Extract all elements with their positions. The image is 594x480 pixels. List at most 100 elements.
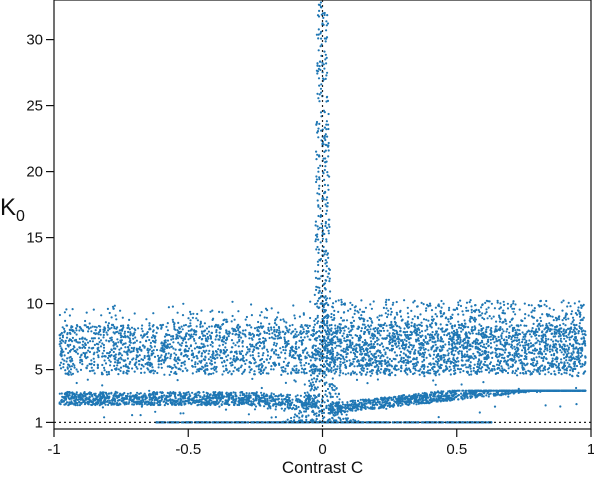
data-point [395,300,398,304]
data-point [307,330,310,333]
data-point [160,366,163,369]
data-point [230,350,233,353]
data-point [358,308,362,311]
data-point [133,346,136,349]
data-point [442,302,445,305]
data-point [290,332,293,335]
data-point [474,304,477,307]
data-point [428,302,432,305]
data-point [385,298,388,301]
data-point [96,366,99,370]
data-point [417,337,420,340]
data-point [96,351,99,354]
data-point [456,330,459,333]
data-point [553,370,556,373]
data-point [268,322,271,325]
data-point [361,310,364,313]
data-point [447,318,450,321]
data-point [135,358,138,361]
data-point [337,310,340,313]
data-point [504,369,508,373]
data-point [523,368,526,371]
data-point [362,359,365,363]
data-point [219,336,222,339]
data-point [134,336,137,339]
data-point [294,328,297,331]
data-point [169,355,172,358]
data-point [523,351,526,354]
data-point [511,307,514,310]
data-point [251,350,254,353]
data-point [457,323,460,326]
data-point [507,336,510,339]
data-point [460,350,463,353]
data-point [168,365,171,368]
data-point [380,364,383,368]
data-point [437,304,440,307]
data-point [126,352,129,356]
data-point [99,325,102,328]
data-point [148,338,151,342]
data-point [501,356,504,359]
data-point [257,325,260,329]
data-point [120,347,123,350]
data-point [63,359,66,362]
data-point [352,347,355,350]
data-point [225,339,228,342]
data-point [404,346,407,349]
data-point [354,355,357,358]
data-point [497,335,500,339]
data-point [439,312,442,315]
data-point [93,337,96,340]
data-point [81,360,84,363]
data-point [449,373,452,376]
data-point [68,364,71,367]
data-point [86,356,89,359]
data-point [59,337,62,340]
data-point [339,371,342,374]
data-point [382,329,386,332]
data-point [434,340,437,343]
data-point [216,353,219,356]
data-point [524,349,527,352]
data-point [387,309,390,312]
data-point [545,326,548,329]
data-point [170,367,174,370]
data-point [513,356,516,359]
data-point [283,336,286,339]
data-point [287,362,290,365]
data-point [374,356,377,359]
data-point [574,335,578,339]
data-point [482,343,486,346]
data-point [92,369,95,372]
data-point [123,332,126,335]
data-point [334,361,337,364]
data-point [260,362,263,365]
data-point [528,351,531,354]
data-point [539,316,542,319]
data-point [543,303,546,306]
data-point [334,341,337,344]
data-point [194,330,197,333]
data-point [412,365,415,368]
data-point [141,336,144,339]
data-point [278,326,281,330]
data-point [76,352,79,355]
data-point [232,355,236,358]
data-point [112,307,115,310]
data-point [521,349,524,352]
data-point [434,349,437,352]
data-point [523,317,527,320]
data-point [250,368,253,371]
data-point [536,325,539,328]
data-point [560,327,563,330]
data-point [109,364,112,367]
data-point [550,323,553,327]
data-point [559,349,562,352]
data-point [277,353,280,357]
data-point [382,306,385,309]
data-point [192,312,195,315]
data-point [469,332,472,335]
data-point [256,347,259,350]
data-point [176,362,179,365]
